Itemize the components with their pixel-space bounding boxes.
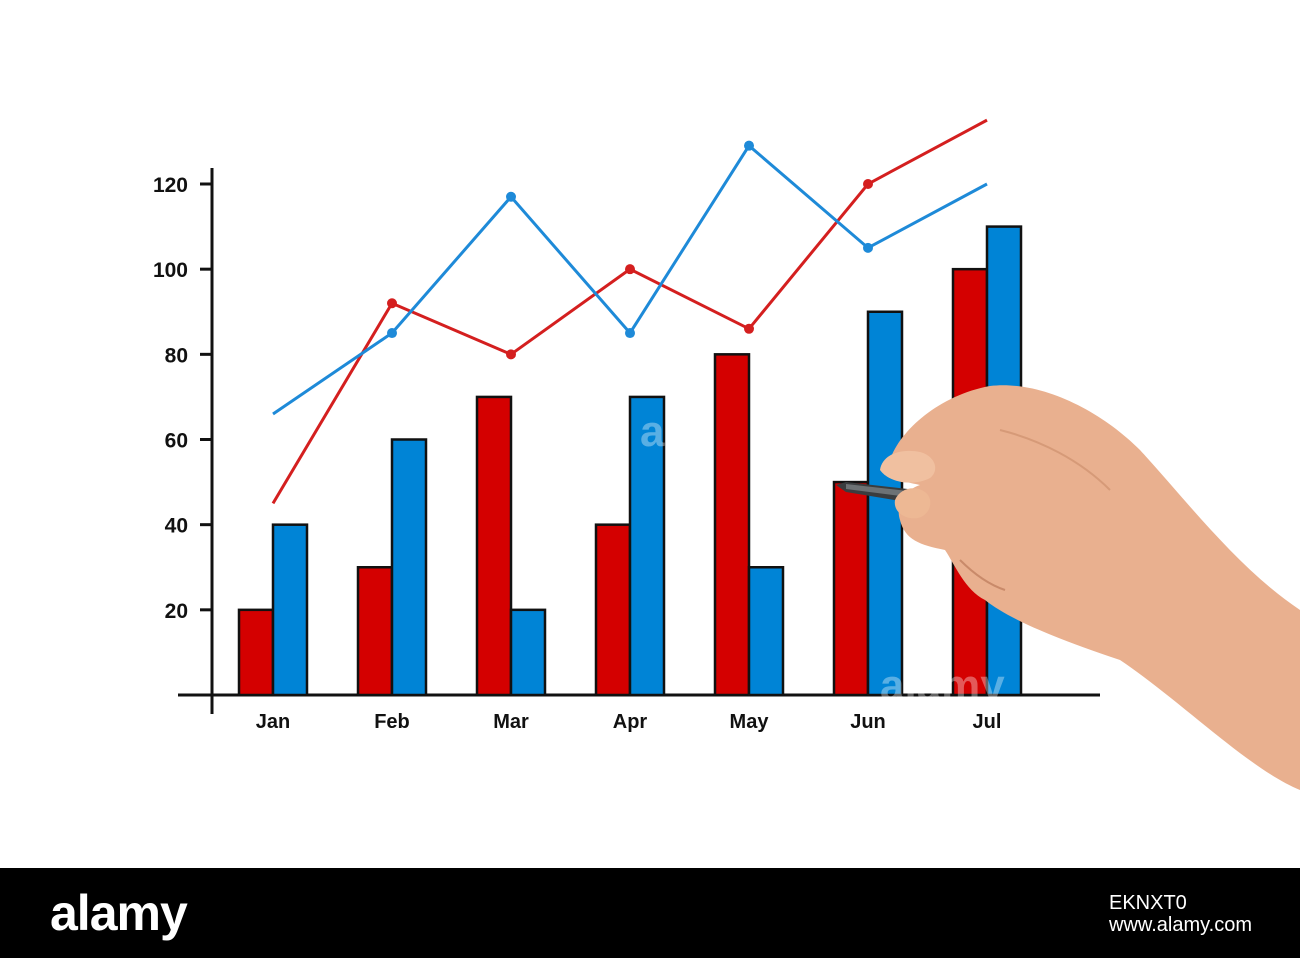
y-tick-label: 60 — [165, 430, 188, 453]
blue-line-point — [863, 242, 873, 253]
red-bar-jun — [832, 480, 870, 697]
blue-bar-may — [747, 566, 785, 697]
red-line-point — [744, 323, 754, 334]
image-id: EKNXT0 www.alamy.com — [1109, 892, 1252, 936]
blue-line-point — [387, 328, 397, 339]
x-tick-label: Mar — [493, 711, 529, 733]
red-bar-feb — [356, 566, 394, 697]
image-id-code: EKNXT0 — [1109, 892, 1187, 914]
x-tick-label: May — [730, 711, 770, 733]
x-tick-label: Jul — [973, 711, 1002, 733]
footer-bar: alamy EKNXT0 www.alamy.com — [0, 868, 1300, 958]
x-tick-label: Jan — [256, 711, 290, 733]
hand-with-pen-image — [836, 385, 1300, 790]
x-tick-label: Jun — [850, 711, 886, 733]
x-axis-labels: Jan Feb Mar Apr May Jun Jul — [256, 711, 1002, 733]
blue-line-point — [625, 328, 635, 339]
red-bar-jan — [237, 608, 275, 697]
y-tick-label: 20 — [165, 600, 188, 623]
y-tick-label: 40 — [165, 515, 188, 538]
watermark: a — [640, 407, 665, 456]
bar-series — [237, 225, 1023, 697]
red-line-point — [506, 349, 516, 360]
blue-bar-mar — [509, 608, 547, 697]
y-tick-label: 80 — [165, 344, 188, 367]
blue-bar-feb — [390, 438, 428, 697]
x-tick-label: Feb — [374, 711, 410, 733]
red-bar-mar — [475, 395, 513, 697]
chart: 20 40 60 80 100 120 Jan Feb Mar Apr May Jun Jul a a… — [153, 118, 1300, 790]
alamy-logo[interactable]: alamy — [50, 885, 188, 941]
x-tick-label: Apr — [613, 711, 648, 733]
line-series — [271, 118, 988, 505]
y-axis-ticks: 20 40 60 80 100 120 — [153, 174, 212, 623]
site-url[interactable]: www.alamy.com — [1109, 914, 1252, 936]
watermark: alamy — [880, 661, 1005, 710]
blue-line-point — [744, 140, 754, 151]
red-bar-apr — [594, 523, 632, 697]
y-tick-label: 100 — [153, 259, 188, 282]
blue-line-point — [506, 191, 516, 202]
red-line-point — [625, 264, 635, 275]
red-line-point — [387, 298, 397, 309]
red-line-point — [863, 179, 873, 189]
blue-bar-jan — [271, 523, 309, 697]
y-tick-label: 120 — [153, 174, 188, 197]
blue-bar-apr — [628, 395, 666, 697]
red-bar-may — [713, 353, 751, 697]
